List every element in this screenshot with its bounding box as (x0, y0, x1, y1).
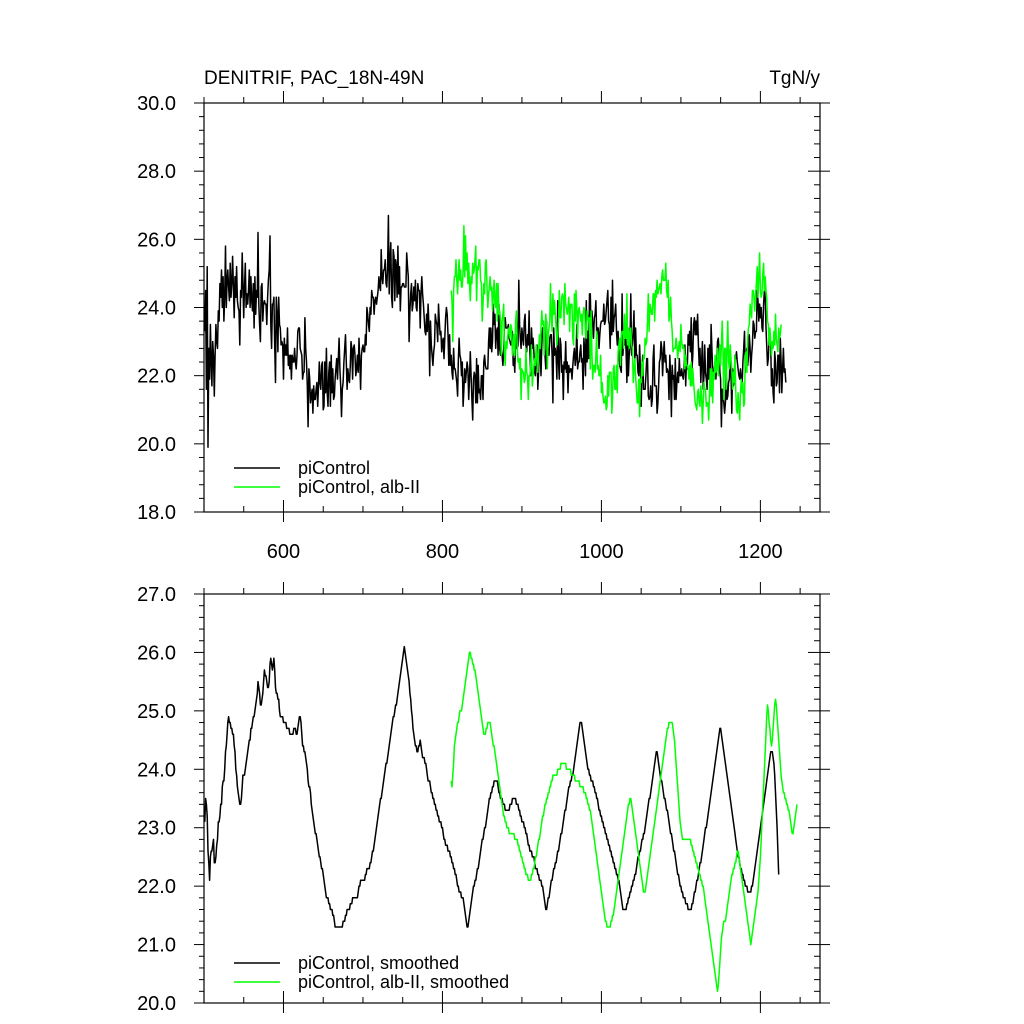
top-panel-frame (203, 102, 821, 513)
y-tick-label: 25.0 (137, 701, 176, 723)
y-tick-label: 20.0 (137, 434, 176, 456)
y-tick-label: 23.0 (137, 818, 176, 840)
y-tick-label: 24.0 (137, 298, 176, 320)
y-tick-label: 18.0 (137, 502, 176, 524)
series-line-alb-ii (450, 651, 798, 993)
series-line-picontrol (204, 645, 780, 928)
bottom-panel-axes: 20.0 21.0 22.0 23.0 24.0 25.0 26.0 27.0 (137, 582, 830, 1015)
y-tick-label: 26.0 (137, 229, 176, 251)
y-tick-label: 22.0 (137, 366, 176, 388)
units-label: TgN/y (769, 68, 820, 89)
y-tick-label: 24.0 (137, 759, 176, 781)
y-tick-label: 28.0 (137, 161, 176, 183)
x-tick-label: 1000 (579, 541, 624, 563)
x-tick-label: 800 (426, 541, 459, 563)
y-tick-label: 20.0 (137, 993, 176, 1015)
bottom-panel-frame (203, 593, 821, 1004)
y-tick-label: 27.0 (137, 584, 176, 606)
series-line-alb-ii (450, 224, 782, 425)
y-tick-label: 26.0 (137, 642, 176, 664)
top-panel-series (204, 214, 787, 448)
series-line-picontrol (204, 214, 787, 448)
chart-title: DENITRIF, PAC_18N-49N (204, 68, 424, 89)
bottom-panel: 20.0 21.0 22.0 23.0 24.0 25.0 26.0 27.0 piContr… (137, 582, 830, 1015)
x-tick-label: 1200 (738, 541, 783, 563)
bottom-panel-series (204, 645, 798, 993)
top-panel-axes: 600 800 1000 1200 18.0 20.0 22.0 24.0 26.0 28.0 30… (137, 91, 830, 563)
y-tick-label: 30.0 (137, 93, 176, 115)
y-tick-label: 21.0 (137, 935, 176, 957)
legend-label: piControl, alb-II, smoothed (298, 972, 509, 992)
legend-label: piControl, alb-II (298, 477, 420, 497)
legend-label: piControl (298, 458, 370, 478)
y-tick-label: 22.0 (137, 876, 176, 898)
legend-label: piControl, smoothed (298, 953, 459, 973)
x-tick-label: 600 (267, 541, 300, 563)
top-panel: DENITRIF, PAC_18N-49N TgN/y 600 800 1000 12… (137, 68, 830, 563)
